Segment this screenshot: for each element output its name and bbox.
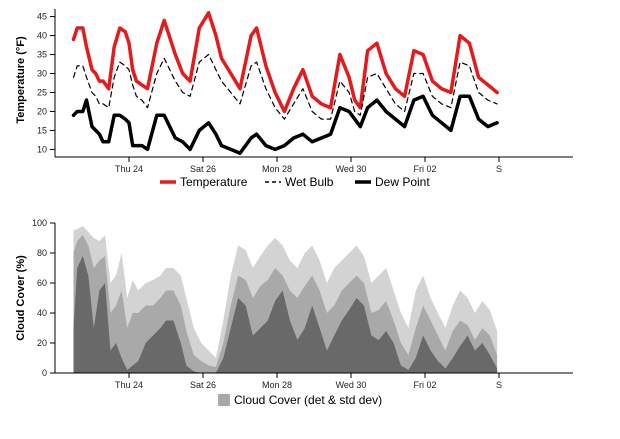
cloud-cover-y-tick: 80: [37, 248, 55, 258]
temperature-y-tick-label: 35: [37, 50, 47, 60]
series-area-cloud-cover-std-dev-: [73, 256, 498, 373]
cloud-cover-y-tick-label: 40: [37, 308, 47, 318]
cloud-cover-chart: 0 20 40 60 80 100 Thu 24 Sat 26 Mon 28 Wed 30 Fri…: [15, 218, 573, 407]
cloud-cover-x-tick-label: Thu 24: [115, 380, 143, 390]
legend-item-cloud-cover: Cloud Cover (det & std dev): [218, 393, 382, 407]
cloud-cover-y-tick-label: 100: [32, 218, 47, 228]
temperature-y-axis-title: Temperature (°F): [15, 36, 27, 124]
cloud-cover-y-tick: 40: [37, 308, 55, 318]
temperature-y-tick: 25: [37, 87, 55, 97]
cloud-cover-x-tick-label: Mon 28: [262, 380, 292, 390]
cloud-cover-x-tick: Fri 02: [413, 373, 437, 390]
cloud-cover-x-tick: S: [496, 373, 502, 390]
legend-item-temperature: Temperature: [160, 175, 248, 189]
temperature-y-tick-label: 40: [37, 31, 47, 41]
temperature-y-tick: 30: [37, 69, 55, 79]
temperature-series-group: [71, 11, 499, 155]
temperature-y-tick: 15: [37, 125, 55, 135]
cloud-cover-x-tick-label: S: [496, 380, 502, 390]
temperature-x-tick-label: Fri 02: [413, 164, 436, 174]
cloud-cover-x-tick-label: Wed 30: [336, 380, 367, 390]
cloud-cover-x-tick-label: Sat 26: [190, 380, 216, 390]
temperature-y-tick: 35: [37, 50, 55, 60]
temperature-y-tick: 20: [37, 106, 55, 116]
cloud-cover-y-tick-label: 80: [37, 248, 47, 258]
temperature-x-tick: S: [496, 157, 502, 174]
legend-item-wet-bulb: Wet Bulb: [265, 175, 334, 189]
temperature-x-tick: Mon 28: [262, 157, 292, 174]
series-line-dew-point: [71, 94, 499, 155]
cloud-cover-x-tick: Sat 26: [190, 373, 216, 390]
temperature-x-tick-label: Sat 26: [190, 164, 216, 174]
temperature-y-tick-label: 15: [37, 125, 47, 135]
temperature-x-tick-label: Thu 24: [115, 164, 143, 174]
temperature-x-tick: Fri 02: [413, 157, 437, 174]
cloud-cover-y-tick: 20: [37, 338, 55, 348]
temperature-y-tick-label: 20: [37, 106, 47, 116]
series-line-temperature: [71, 11, 499, 114]
cloud-cover-y-tick-label: 20: [37, 338, 47, 348]
temperature-y-tick-label: 45: [37, 12, 47, 22]
temperature-x-tick-label: S: [496, 164, 502, 174]
temperature-y-tick: 45: [37, 12, 55, 22]
temperature-x-tick: Sat 26: [190, 157, 216, 174]
temperature-y-tick-label: 10: [37, 144, 47, 154]
temperature-y-tick-label: 25: [37, 87, 47, 97]
cloud-cover-x-tick: Wed 30: [336, 373, 367, 390]
cloud-cover-y-axis: 0 20 40 60 80 100: [32, 218, 56, 378]
cloud-cover-y-tick-label: 0: [42, 368, 47, 378]
temperature-y-axis: 10 15 20 25 30 35 40 45: [37, 9, 56, 157]
cloud-cover-y-tick: 60: [37, 278, 55, 288]
temperature-y-tick-label: 30: [37, 69, 47, 79]
legend-swatch: [218, 394, 230, 406]
temperature-x-tick: Wed 30: [336, 157, 367, 174]
temperature-x-tick-label: Mon 28: [262, 164, 292, 174]
cloud-cover-y-axis-title: Cloud Cover (%): [15, 255, 27, 341]
legend-label: Dew Point: [375, 175, 430, 189]
cloud-cover-x-tick-label: Fri 02: [413, 380, 436, 390]
legend-item-dew-point: Dew Point: [355, 175, 430, 189]
cloud-cover-legend: Cloud Cover (det & std dev): [218, 393, 382, 407]
cloud-cover-x-axis: Thu 24 Sat 26 Mon 28 Wed 30 Fri 02 S: [55, 372, 573, 390]
temperature-chart: 10 15 20 25 30 35 40 45 Thu 24 Sat 26 Mon 28 Wed 3…: [15, 9, 573, 189]
cloud-cover-y-tick-label: 60: [37, 278, 47, 288]
cloud-cover-y-tick: 0: [42, 368, 55, 378]
legend-label: Cloud Cover (det & std dev): [234, 393, 382, 407]
temperature-y-tick: 10: [37, 144, 55, 154]
cloud-cover-x-tick: Mon 28: [262, 373, 292, 390]
temperature-y-tick: 40: [37, 31, 55, 41]
temperature-x-axis: Thu 24 Sat 26 Mon 28 Wed 30 Fri 02 S: [55, 156, 573, 174]
legend-label: Wet Bulb: [285, 175, 334, 189]
legend-label: Temperature: [180, 175, 248, 189]
cloud-cover-series-group: [73, 226, 498, 373]
temperature-legend: Temperature Wet Bulb Dew Point: [160, 175, 430, 189]
cloud-cover-x-tick: Thu 24: [115, 373, 143, 390]
temperature-x-tick-label: Wed 30: [336, 164, 367, 174]
series-line-wet-bulb: [72, 53, 498, 120]
cloud-cover-y-tick: 100: [32, 218, 55, 228]
temperature-x-tick: Thu 24: [115, 157, 143, 174]
